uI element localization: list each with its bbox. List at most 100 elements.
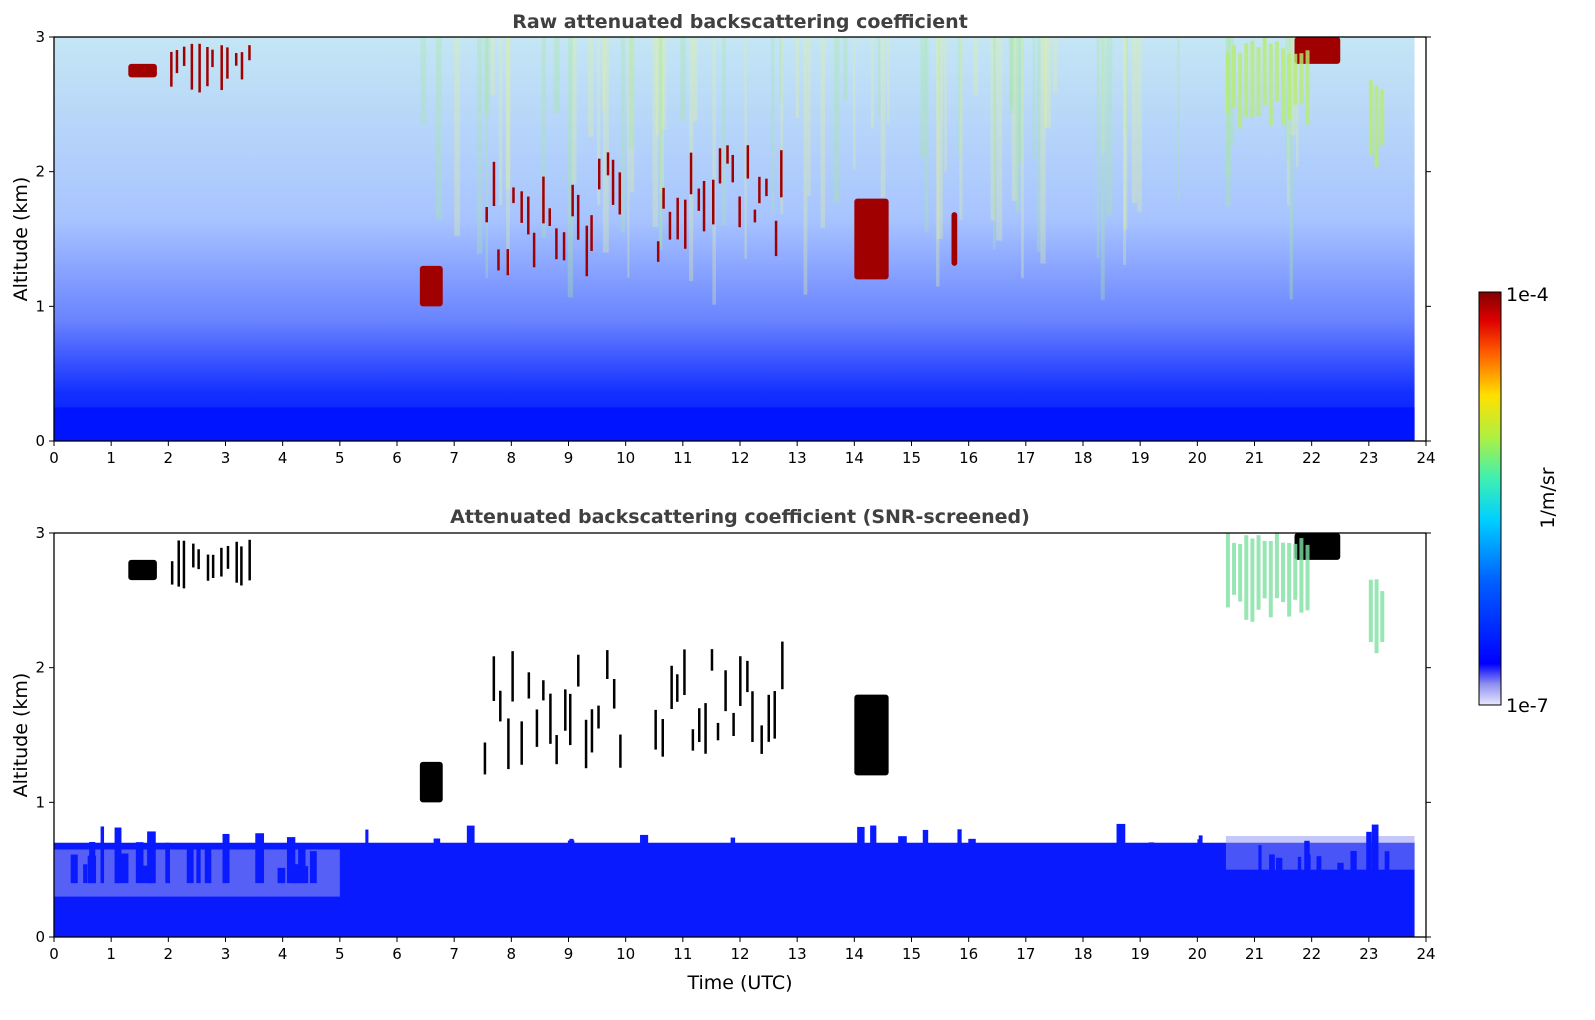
noise-streak (571, 37, 577, 184)
cloud-cell (192, 543, 195, 568)
noise-streak (485, 37, 489, 279)
x-tick-label: 19 (1131, 449, 1150, 467)
boundary-layer-spike (948, 848, 957, 884)
cloud-cell (576, 194, 580, 240)
boundary-layer-spike (466, 825, 475, 884)
screened-y-axis: 0 1 2 3 (35, 524, 1431, 946)
boundary-layer-spike (165, 842, 170, 884)
noise-streak (990, 37, 996, 221)
boundary-layer-spike (857, 826, 865, 884)
cloud-cell (619, 734, 622, 768)
cloud-cell (182, 540, 186, 589)
cloud-cell (499, 690, 502, 722)
cloud-cell (206, 554, 210, 581)
cloud-cell (507, 718, 510, 770)
screened-y-axis-label: Altitude (km) (10, 673, 32, 798)
boundary-layer-spike (898, 836, 907, 884)
noise-streak (454, 37, 460, 237)
noise-streak (588, 37, 594, 137)
cloud-cell (211, 554, 215, 578)
cloud-cell (198, 43, 201, 93)
x-tick-label: 23 (1359, 945, 1378, 963)
cloud-cell (854, 198, 889, 280)
raw-y-axis-label: Altitude (km) (10, 177, 32, 302)
cloud-cell (780, 150, 783, 198)
x-tick-label: 8 (507, 945, 517, 963)
cirrus-streak (1250, 40, 1255, 118)
x-tick-label: 14 (845, 449, 864, 467)
cloud-cell (226, 47, 229, 79)
cloud-cell (702, 180, 706, 232)
boundary-layer-spike (120, 853, 129, 884)
cloud-cell (767, 694, 770, 742)
noise-streak (1043, 37, 1048, 129)
noise-streak (1015, 37, 1021, 211)
noise-streak (1123, 37, 1128, 230)
x-tick-label: 3 (221, 945, 231, 963)
x-tick-label: 13 (788, 945, 807, 963)
noise-streak (944, 37, 947, 172)
noise-streak (596, 37, 601, 205)
boundary-layer-spike (204, 847, 212, 884)
cloud-cell (197, 549, 200, 570)
cloud-cell (532, 232, 536, 268)
cloud-cell (220, 45, 223, 91)
cloud-cell (716, 722, 720, 741)
cirrus-streak (1250, 538, 1255, 622)
boundary-layer-spike (115, 833, 120, 884)
cloud-cell (483, 742, 487, 775)
boundary-layer-spike (1371, 824, 1379, 884)
cirrus-streak (1305, 544, 1310, 611)
cirrus-streak (1293, 543, 1298, 600)
x-tick-label: 0 (49, 945, 59, 963)
snr-screened-panel: Attenuated backscattering coefficient (S… (10, 506, 1436, 994)
cloud-cell (485, 207, 488, 223)
x-tick-label: 20 (1188, 449, 1207, 467)
raw-heatmap-area (54, 37, 1415, 441)
cloud-cell (597, 705, 600, 729)
cloud-cell (670, 665, 673, 709)
noise-streak (506, 37, 510, 274)
noise-streak (1177, 37, 1180, 200)
cloud-cell (240, 546, 243, 586)
cirrus-streak (1225, 533, 1230, 608)
x-tick-label: 14 (845, 945, 864, 963)
noise-streak (1290, 37, 1296, 136)
cloud-cell (234, 53, 238, 66)
noise-streak (938, 37, 941, 122)
cloud-cell (718, 148, 722, 184)
boundary-layer-spike (1316, 856, 1322, 884)
boundary-layer-spike (1118, 832, 1123, 884)
x-tick-label: 22 (1302, 945, 1321, 963)
boundary-layer-spike (143, 865, 150, 884)
cirrus-streak (1305, 50, 1310, 125)
cloud-cell (506, 249, 510, 276)
cloud-cell (564, 689, 567, 731)
cloud-cell (497, 249, 500, 271)
y-tick-label: 2 (35, 659, 45, 677)
cloud-cell (585, 225, 589, 277)
cirrus-streak (1293, 53, 1298, 105)
cloud-cell (662, 187, 665, 209)
boundary-layer-spike (222, 833, 230, 884)
noise-streak (1106, 37, 1113, 216)
cloud-cell (606, 650, 609, 679)
cirrus-streak (1368, 579, 1373, 643)
noise-streak (1229, 37, 1235, 146)
cloud-cell (535, 709, 539, 747)
cloud-cell (765, 178, 768, 197)
cloud-cell (710, 649, 714, 671)
x-tick-label: 15 (902, 945, 921, 963)
noise-streak (880, 37, 886, 198)
noise-streak (1032, 37, 1036, 160)
noise-streak (1123, 37, 1127, 265)
cloud-cell (691, 729, 695, 751)
noise-streak (1044, 37, 1051, 129)
boundary-layer-spike (870, 825, 877, 884)
noise-streak (722, 37, 726, 226)
cloud-cell (726, 145, 729, 164)
cirrus-streak (1281, 48, 1286, 125)
cloud-cell (226, 545, 230, 569)
cloud-cell (568, 693, 572, 746)
cloud-cell (170, 51, 173, 87)
